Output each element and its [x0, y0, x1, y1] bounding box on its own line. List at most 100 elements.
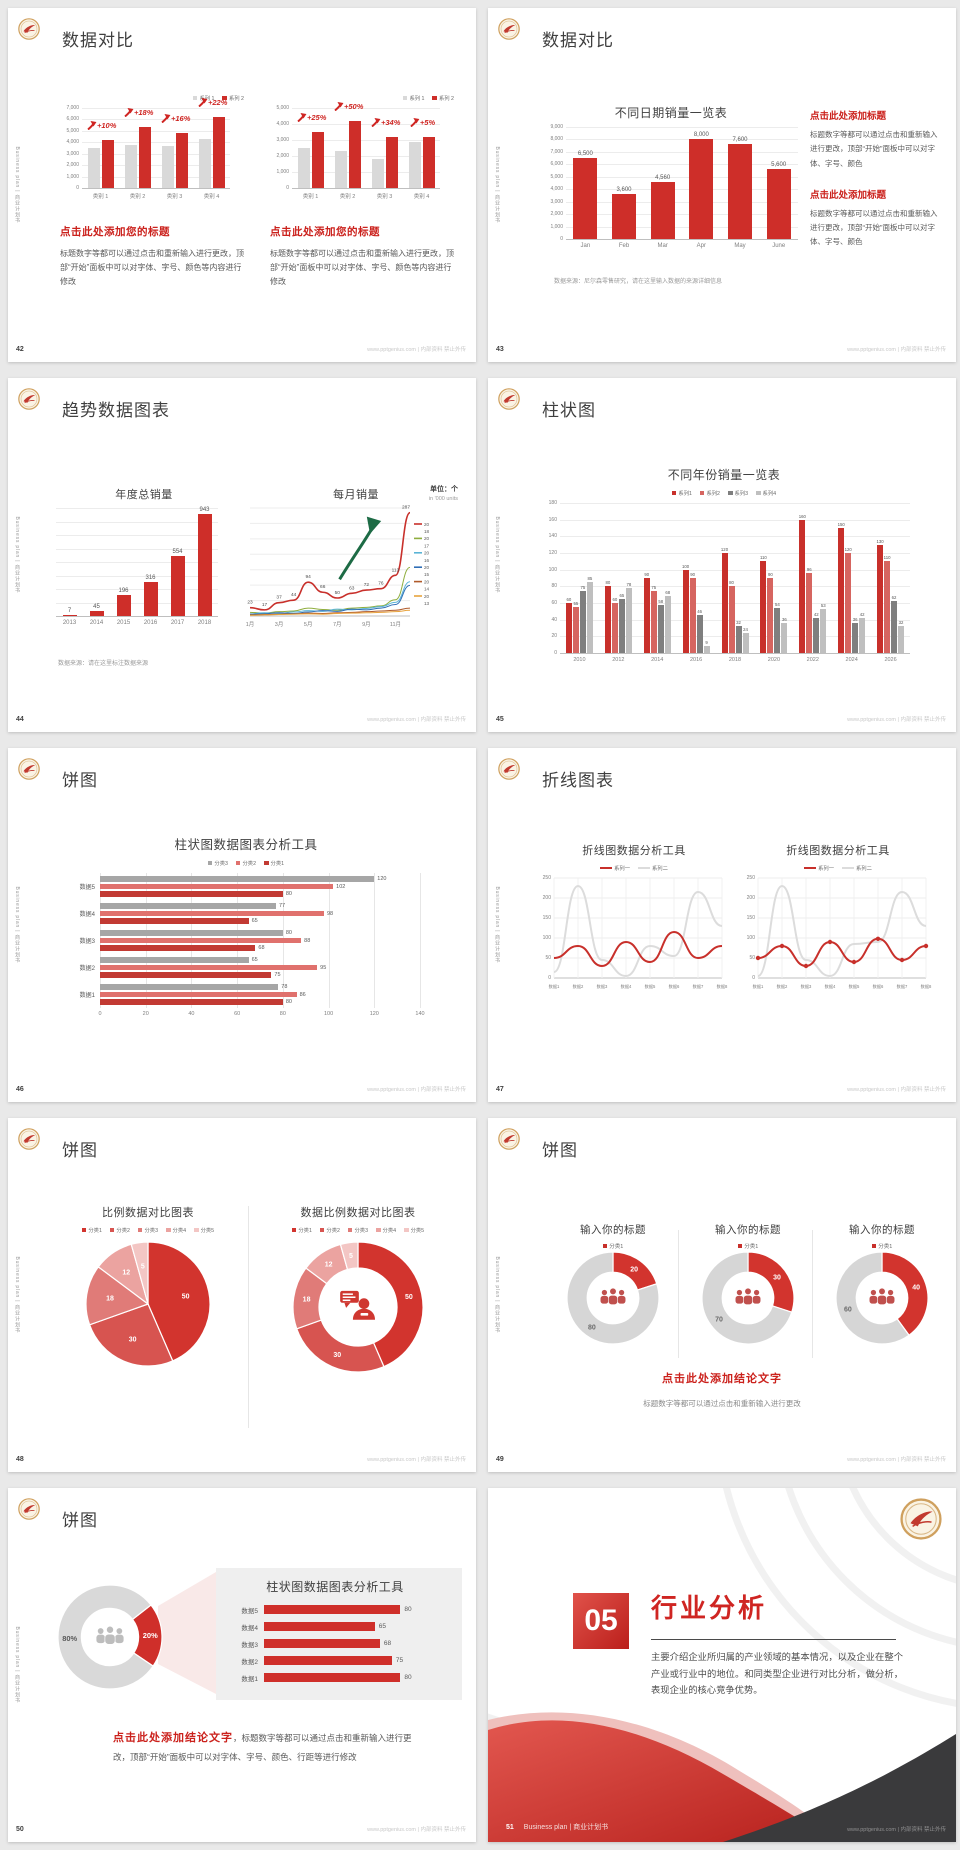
slide-47[interactable]: Business plan | 商业计划书 折线图表 折线图数据分析工具 系列一系…	[488, 748, 956, 1102]
vb-xlab: Jan Feb Mar Apr May June	[566, 243, 798, 249]
page-title: 饼图	[542, 1141, 578, 1160]
vb-barw: 316	[143, 508, 158, 616]
vb-group: 120 80 32 24	[716, 503, 755, 653]
vb-bar	[657, 604, 664, 653]
vb-bar	[891, 601, 898, 653]
page-title: 柱状图	[542, 401, 596, 420]
hb-group: 65 95 75	[100, 954, 420, 981]
c-leg-label: 系列 2	[438, 96, 454, 102]
legend: 分类1	[681, 1242, 815, 1250]
c-leg-sq	[264, 860, 269, 866]
c-leg-sq	[207, 860, 213, 866]
slide-43[interactable]: Business plan | 商业计划书 数据对比 不同日期销量一览表 9,00…	[488, 8, 956, 362]
vb-badge: +22%	[197, 98, 227, 108]
c-legend: 系列一 系列二	[740, 864, 936, 872]
rw-track: 80	[264, 1605, 448, 1614]
hb-xtick: 0	[98, 1011, 102, 1017]
vb-tick: 5,000	[550, 173, 563, 180]
horizontal-bar-chart: 柱状图数据图表分析工具 分类3 分类2 分类1 数据5 数据4 数据3 数据2 数据1 120 10…	[60, 834, 432, 1021]
vb-group: 554	[164, 508, 191, 616]
rw-bar	[264, 1622, 375, 1631]
vb-tick: 0	[554, 650, 557, 656]
footer-site: www.pptgenius.com | 内部资料 禁止外传	[367, 1087, 466, 1093]
hb-val: 88	[304, 937, 311, 944]
vb-bar	[682, 569, 689, 653]
vb-barw: 196	[116, 508, 131, 616]
slide-46[interactable]: Business plan | 商业计划书 饼图 柱状图数据图表分析工具 分类3 分…	[8, 748, 476, 1102]
vb-col: 60 55 75 85 80 60 65 78 90 75 58 68 100 90 46 9 120 80 32 2…	[560, 503, 910, 663]
slide-45[interactable]: Business plan | 商业计划书 柱状图 不同年份销量一览表 系列1 系列…	[488, 378, 956, 732]
vb-vlab: 80	[605, 580, 611, 586]
vb-vlab: 7,600	[732, 137, 748, 144]
vb-bar	[852, 623, 859, 653]
c-leg-sq	[137, 1227, 143, 1233]
c-leg-label: 分类3	[354, 1228, 369, 1234]
company-logo-icon	[18, 388, 40, 410]
hb-plot: 120 102 80 77 98 65 80 88 68 65 95 75 78 86 80	[100, 873, 421, 1008]
vb-grid	[566, 189, 798, 191]
vb-vlab: 90	[690, 572, 695, 577]
c-leg-sq	[192, 95, 198, 101]
c-title: 折线图数据分析工具	[582, 845, 686, 857]
c-leg-sq	[432, 95, 437, 101]
vb-bar	[138, 127, 151, 188]
svg-text:20%: 20%	[143, 1631, 158, 1640]
pie-host: 20 80	[546, 1250, 680, 1351]
svg-text:20: 20	[630, 1266, 638, 1273]
vb-group	[156, 108, 193, 188]
vb-vlab: 36	[782, 617, 787, 622]
hb-xtick: 120	[369, 1011, 379, 1017]
vb-group: 4,560	[643, 127, 682, 239]
slide-48[interactable]: Business plan | 商业计划书 饼图 比例数据对比图表 分类1 分类2 分…	[8, 1118, 476, 1472]
vb-group: 943	[191, 507, 218, 616]
svg-text:40: 40	[912, 1284, 920, 1291]
vb-grid	[56, 508, 218, 509]
vb-barw: 90	[689, 503, 696, 653]
slide-44[interactable]: Business plan | 商业计划书 趋势数据图表 单位：个 in '00…	[8, 378, 476, 732]
people-icon	[96, 1625, 124, 1645]
svg-text:12: 12	[325, 1262, 333, 1269]
rw-lab: 数据3	[241, 1641, 258, 1649]
footer-site: www.pptgenius.com | 内部资料 禁止外传	[367, 1457, 466, 1463]
rise-arrow-icon	[370, 117, 380, 127]
vb-barw: 6,500	[573, 127, 598, 239]
svg-text:94: 94	[306, 574, 312, 580]
c-leg-sq	[756, 490, 761, 496]
vb-vlab: 120	[844, 547, 852, 552]
vb-tick: 0	[560, 236, 563, 242]
company-logo-icon	[18, 1128, 40, 1150]
slide-51-section-divider[interactable]: 05 行业分析 主要介绍企业所归属的产业领域的基本情况，以及企业在整个产业或行业…	[488, 1488, 956, 1842]
vb-vlab: 5,600	[771, 162, 787, 169]
page-number: 49	[496, 1456, 504, 1463]
slide-42[interactable]: Business plan | 商业计划书 数据对比 系列 1 系列 2 7,000…	[8, 8, 476, 362]
vb-grid	[566, 127, 798, 128]
hb-val: 80	[285, 930, 292, 936]
beam-shape	[158, 1572, 216, 1694]
c-leg-label: 分类4	[172, 1228, 187, 1234]
vb-barw: 36	[852, 503, 859, 653]
vb-barw	[297, 108, 310, 188]
hb-glabel: 数据5	[79, 885, 95, 891]
c-leg-label: 分类5	[410, 1228, 425, 1234]
conclusion-title: 点击此处添加结论文字	[113, 1732, 233, 1744]
vb-bar	[689, 139, 714, 239]
hb-bar	[100, 910, 324, 917]
vb-tick: 200	[746, 895, 755, 901]
slide-50[interactable]: Business plan | 商业计划书 饼图 20% 80% 柱状图数据图表分…	[8, 1488, 476, 1842]
hb-val: 80	[285, 891, 292, 897]
vb-barw: 32	[735, 503, 742, 653]
svg-text:数据5: 数据5	[645, 983, 656, 990]
svg-text:数据3: 数据3	[801, 983, 812, 990]
vb-barw: 90	[643, 503, 650, 653]
vb-bar	[689, 578, 696, 653]
svg-text:12: 12	[122, 1270, 130, 1277]
block-title: 输入你的标题	[580, 1224, 646, 1236]
vb-xlab-item: 2016	[689, 657, 703, 663]
vb-vlab: 32	[898, 620, 904, 626]
slide-49[interactable]: Business plan | 商业计划书 饼图 输入你的标题 分类1 20 80…	[488, 1118, 956, 1472]
legend-swatch	[871, 1243, 877, 1249]
vb-barw: 32	[898, 503, 905, 653]
vb-barw	[371, 108, 384, 188]
vb-bar	[212, 117, 225, 188]
vb-tick: 20	[551, 633, 557, 640]
